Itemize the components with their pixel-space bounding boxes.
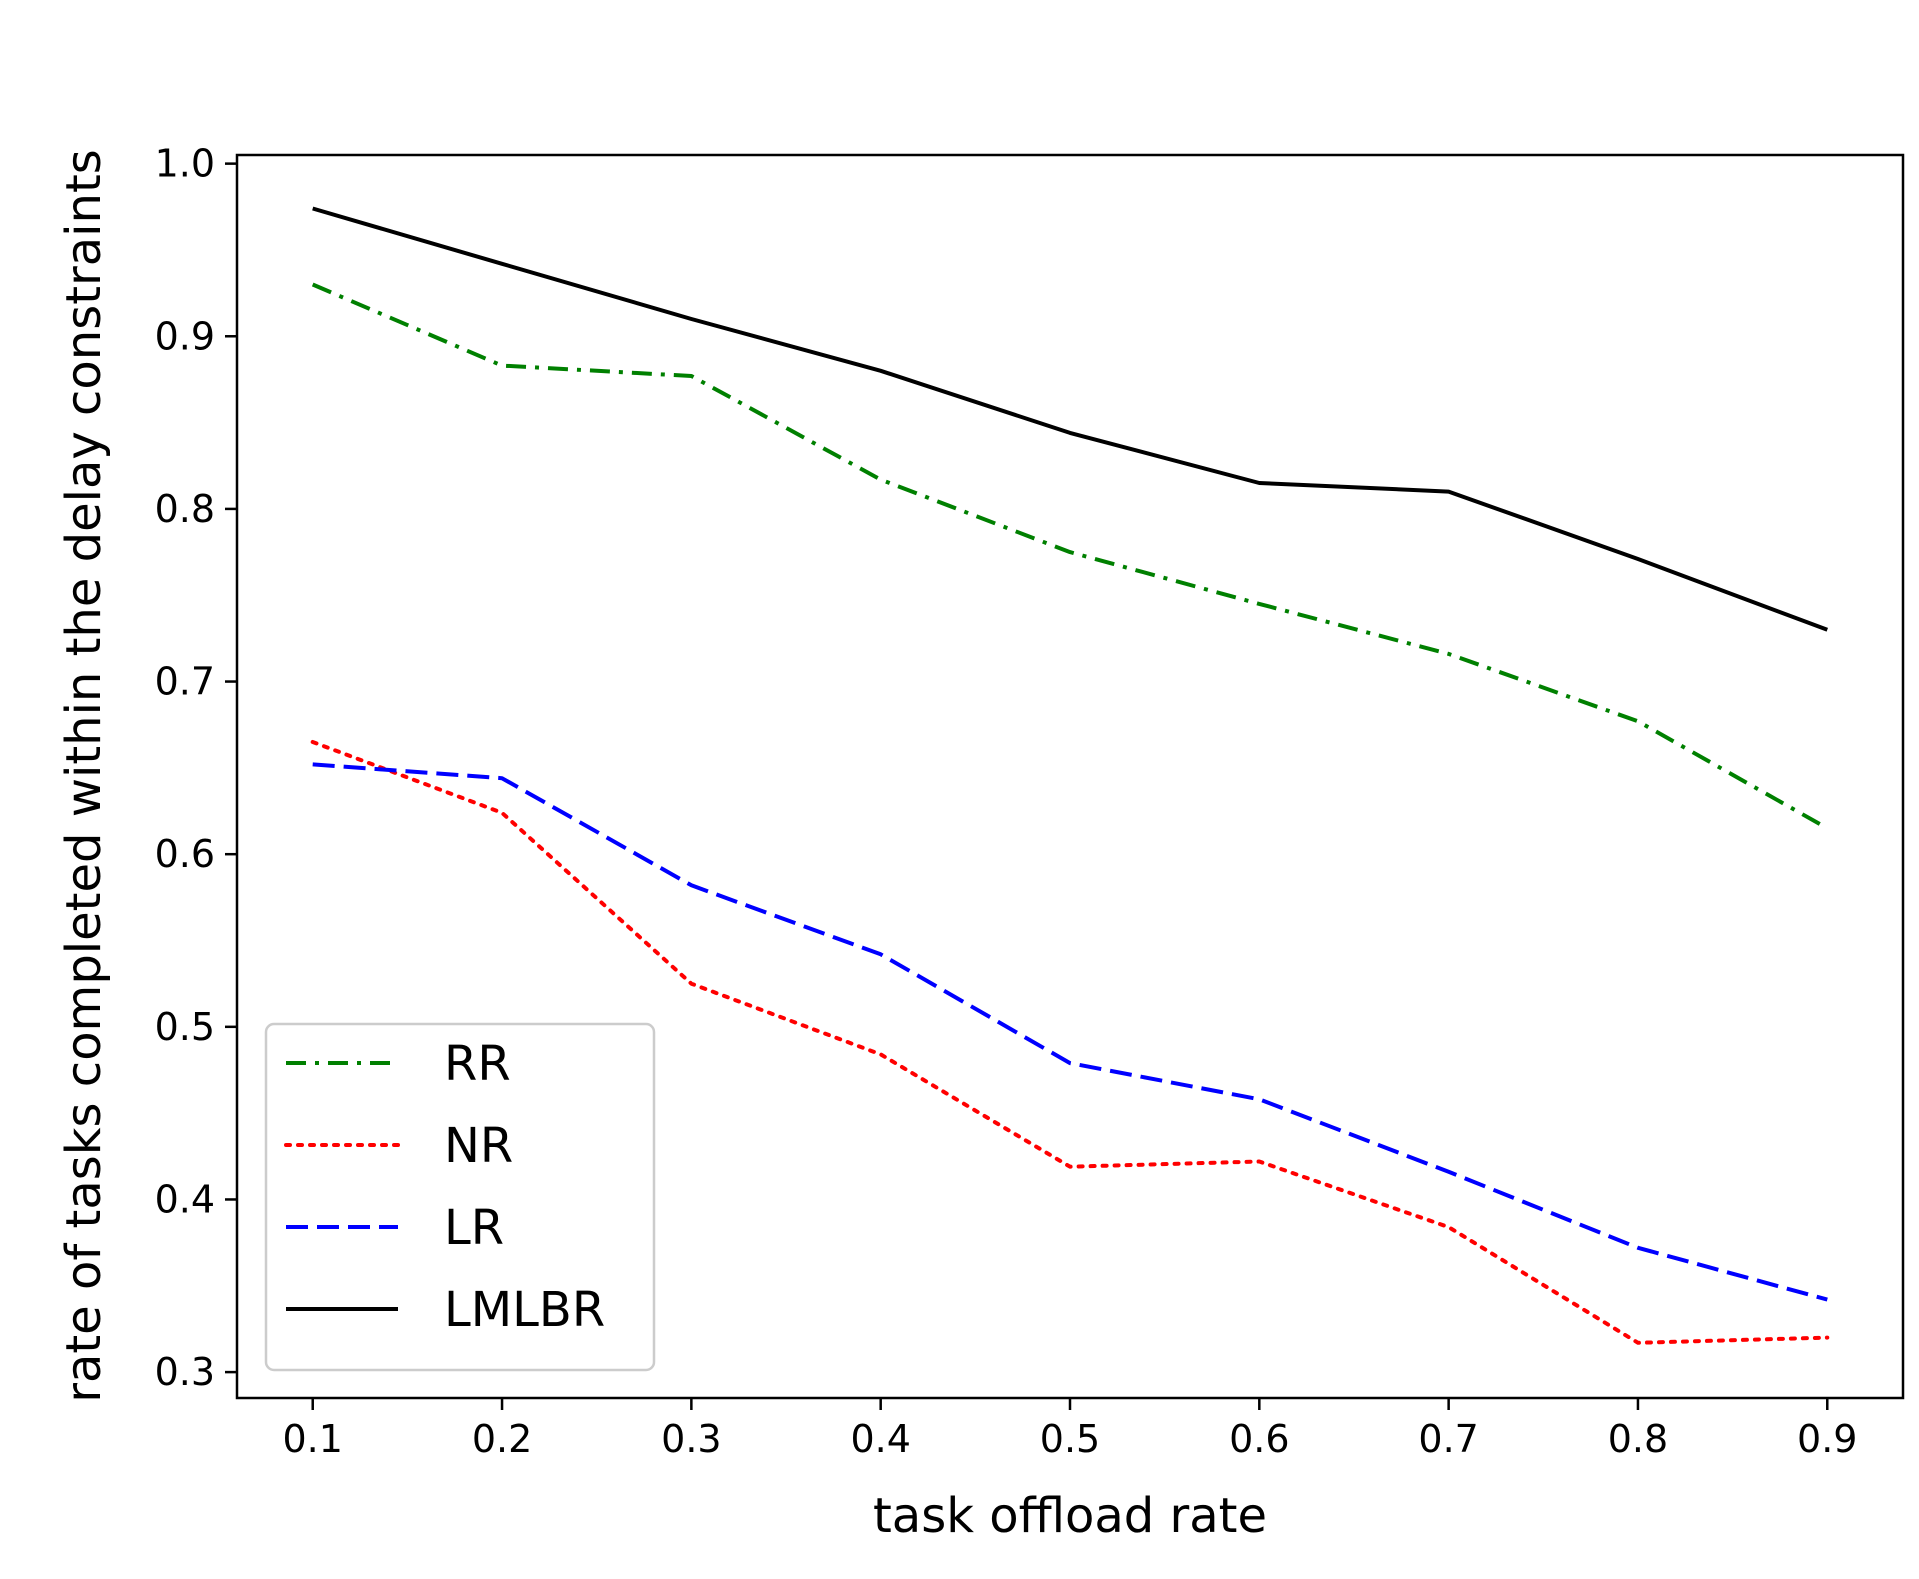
legend-label-lr: LR: [444, 1200, 504, 1256]
legend-label-lmlbr: LMLBR: [444, 1282, 605, 1338]
y-tick-label: 0.7: [155, 660, 215, 704]
x-tick-label: 0.5: [1040, 1417, 1100, 1461]
y-tick-label: 0.3: [155, 1350, 215, 1394]
legend-label-rr: RR: [444, 1036, 511, 1092]
x-tick-label: 0.8: [1608, 1417, 1668, 1461]
series-line-lmlbr: [312, 206, 1829, 632]
x-axis: 0.1 0.2 0.3 0.4 0.5 0.6 0.7 0.8 0.9: [283, 1398, 1857, 1461]
x-tick-label: 0.9: [1797, 1417, 1857, 1461]
y-tick-label: 0.5: [155, 1005, 215, 1049]
x-tick-label: 0.3: [661, 1417, 721, 1461]
x-tick-label: 0.2: [472, 1417, 532, 1461]
series-line-nr: [310, 740, 1830, 1345]
series-lines: [310, 206, 1830, 1345]
legend-label-nr: NR: [444, 1118, 513, 1174]
y-tick-label: 0.6: [155, 832, 215, 876]
y-tick-label: 0.4: [155, 1177, 215, 1221]
x-tick-label: 0.6: [1229, 1417, 1289, 1461]
y-tick-label: 0.8: [155, 487, 215, 531]
x-tick-label: 0.1: [283, 1417, 343, 1461]
y-tick-label: 1.0: [155, 142, 215, 186]
series-line-lr: [312, 762, 1828, 1302]
y-axis: 0.3 0.4 0.5 0.6 0.7 0.8 0.9 1.0: [155, 142, 237, 1394]
y-tick-label: 0.9: [155, 314, 215, 358]
legend-box: [264, 1022, 656, 1372]
y-axis-label: rate of tasks completed within the delay…: [56, 149, 112, 1403]
legend: RR NR LR LMLBR: [264, 1022, 656, 1372]
x-tick-label: 0.4: [850, 1417, 910, 1461]
x-axis-label: task offload rate: [873, 1488, 1267, 1544]
series-line-rr: [311, 282, 1829, 831]
x-tick-label: 0.7: [1418, 1417, 1478, 1461]
